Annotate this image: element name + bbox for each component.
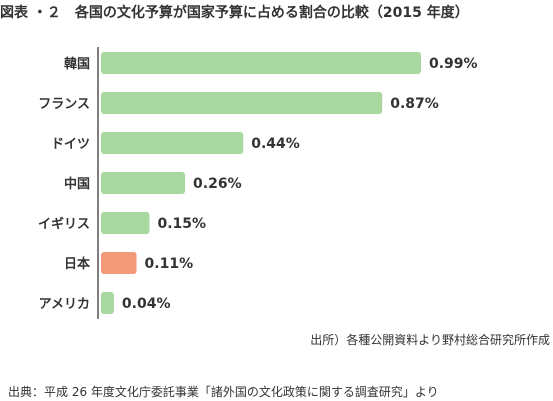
bar-chart: 韓国 0.99% フランス 0.87% ドイツ 0.44% 中国 0.26% イギリス 0.15%… [38, 47, 478, 319]
category-label: ドイツ [51, 137, 90, 152]
category-label: イギリス [38, 216, 90, 232]
bar [101, 172, 186, 194]
value-label: 0.87% [390, 96, 439, 112]
category-label: 日本 [64, 256, 90, 272]
bar [101, 52, 421, 74]
chart-title: 図表 ・２ 各国の文化予算が国家予算に占める割合の比較（2015 年度） [0, 5, 469, 21]
bar [101, 292, 114, 314]
value-label: 0.11% [145, 256, 194, 272]
value-label: 0.44% [251, 136, 300, 152]
bar [101, 212, 150, 234]
value-label: 0.15% [157, 216, 206, 232]
source-note: 出所）各種公開資料より野村総合研究所作成 [310, 333, 550, 347]
value-label: 0.04% [122, 296, 171, 312]
value-label: 0.26% [193, 176, 242, 192]
category-label: 中国 [64, 176, 90, 192]
bar [101, 92, 383, 114]
category-label: アメリカ [39, 297, 90, 312]
bar [101, 252, 137, 274]
value-label: 0.99% [429, 56, 478, 72]
category-label: 韓国 [64, 56, 90, 72]
bars-group: 韓国 0.99% フランス 0.87% ドイツ 0.44% 中国 0.26% イギリス 0.15%… [38, 52, 478, 314]
citation-note: 出典：平成 26 年度文化庁委託事業「諸外国の文化政策に関する調査研究」より [8, 385, 439, 399]
category-label: フランス [38, 97, 90, 112]
bar [101, 132, 244, 154]
